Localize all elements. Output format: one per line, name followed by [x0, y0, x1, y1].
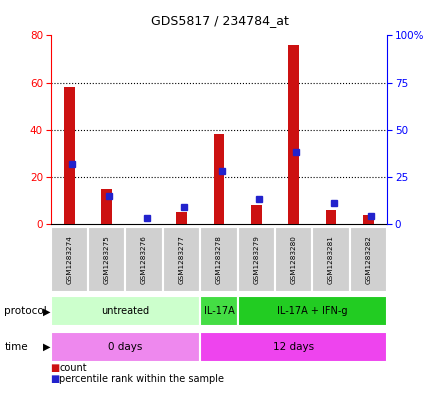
Text: GSM1283279: GSM1283279 [253, 235, 259, 284]
Bar [214, 134, 224, 224]
Bar [238, 227, 275, 292]
Text: 12 days: 12 days [273, 342, 314, 352]
Bar [289, 45, 299, 224]
Text: IL-17A: IL-17A [204, 307, 234, 316]
Bar [312, 227, 350, 292]
Text: GSM1283275: GSM1283275 [104, 235, 110, 284]
Text: count: count [59, 363, 87, 373]
Bar [125, 227, 163, 292]
Bar [51, 296, 200, 327]
Text: untreated: untreated [101, 307, 150, 316]
Bar [363, 215, 374, 224]
Text: GSM1283274: GSM1283274 [66, 235, 72, 284]
Bar [88, 227, 125, 292]
Bar [275, 227, 312, 292]
Bar [200, 332, 387, 362]
Bar [64, 87, 74, 224]
Text: time: time [4, 342, 28, 352]
Text: GSM1283276: GSM1283276 [141, 235, 147, 284]
Bar [51, 332, 200, 362]
Bar [163, 227, 200, 292]
Bar [326, 210, 336, 224]
Text: GSM1283281: GSM1283281 [328, 235, 334, 284]
Bar [350, 227, 387, 292]
Text: 0 days: 0 days [108, 342, 143, 352]
Bar [51, 227, 88, 292]
Bar [200, 227, 238, 292]
Text: ▶: ▶ [43, 307, 51, 316]
Bar [251, 205, 261, 224]
Text: percentile rank within the sample: percentile rank within the sample [59, 374, 224, 384]
Text: ▶: ▶ [43, 342, 51, 352]
Text: GSM1283282: GSM1283282 [366, 235, 371, 284]
Text: GSM1283280: GSM1283280 [291, 235, 297, 284]
Text: IL-17A + IFN-g: IL-17A + IFN-g [277, 307, 348, 316]
Text: protocol: protocol [4, 307, 47, 316]
Bar [102, 189, 112, 224]
Bar [238, 296, 387, 327]
Text: GSM1283278: GSM1283278 [216, 235, 222, 284]
Text: ■: ■ [51, 374, 60, 384]
Text: ■: ■ [51, 363, 60, 373]
Text: GDS5817 / 234784_at: GDS5817 / 234784_at [151, 14, 289, 27]
Text: GSM1283277: GSM1283277 [179, 235, 184, 284]
Bar [200, 296, 238, 327]
Bar [176, 212, 187, 224]
